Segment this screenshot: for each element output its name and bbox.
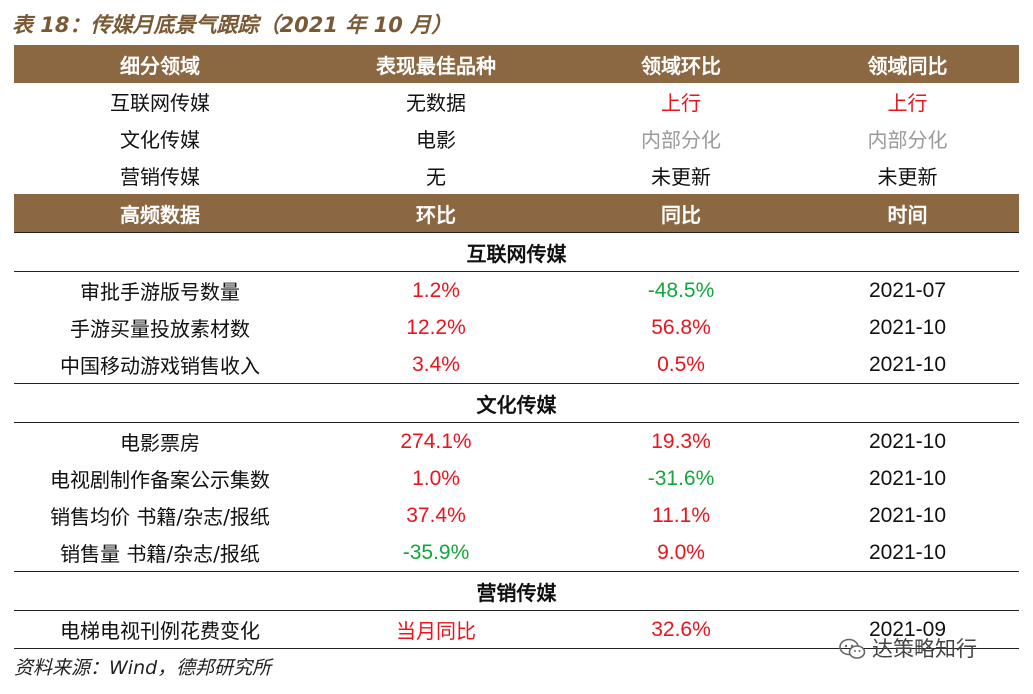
table-row: 电影票房 274.1% 19.3% 2021-10 bbox=[14, 423, 1019, 461]
mom-cell: 内部分化 bbox=[641, 128, 721, 152]
section-row: 营销传媒 bbox=[14, 571, 1019, 611]
mom-cell: 上行 bbox=[661, 91, 701, 115]
time-cell: 2021-10 bbox=[868, 503, 947, 527]
header-row-highfreq: 高频数据 环比 同比 时间 bbox=[14, 194, 1019, 233]
yoy-cell: 19.3% bbox=[651, 429, 711, 453]
field-cell: 互联网传媒 bbox=[110, 91, 210, 115]
yoy-cell: -31.6% bbox=[647, 466, 715, 490]
header-cell: 同比 bbox=[566, 194, 796, 233]
yoy-cell: 56.8% bbox=[651, 315, 711, 339]
section-row: 文化传媒 bbox=[14, 383, 1019, 423]
media-tracking-table: 细分领域 表现最佳品种 领域环比 领域同比 互联网传媒 无数据 上行 上行 文化… bbox=[14, 45, 1019, 649]
table-row: 销售均价 书籍/杂志/报纸 37.4% 11.1% 2021-10 bbox=[14, 497, 1019, 534]
table-row: 文化传媒 电影 内部分化 内部分化 bbox=[14, 120, 1019, 157]
table-row: 销售量 书籍/杂志/报纸 -35.9% 9.0% 2021-10 bbox=[14, 534, 1019, 572]
header-cell: 环比 bbox=[306, 194, 566, 233]
table-title: 表 18：传媒月底景气跟踪（2021 年 10 月） bbox=[12, 13, 453, 37]
mom-cell: 当月同比 bbox=[306, 610, 566, 649]
mom-cell: 未更新 bbox=[651, 165, 711, 189]
best-cell: 无 bbox=[426, 165, 446, 189]
table-row: 手游买量投放素材数 12.2% 56.8% 2021-10 bbox=[14, 309, 1019, 346]
yoy-cell: 0.5% bbox=[657, 352, 705, 376]
yoy-cell: 内部分化 bbox=[867, 128, 948, 152]
mom-cell: -35.9% bbox=[402, 540, 470, 564]
section-row: 互联网传媒 bbox=[14, 232, 1019, 272]
mom-cell: 37.4% bbox=[406, 503, 466, 527]
mom-cell: 1.2% bbox=[412, 278, 460, 302]
section-title: 文化传媒 bbox=[14, 383, 1019, 423]
item-cell: 电视剧制作备案公示集数 bbox=[50, 468, 270, 492]
header-cell: 领域环比 bbox=[566, 45, 796, 83]
item-cell: 电影票房 bbox=[120, 431, 200, 455]
table-row: 电视剧制作备案公示集数 1.0% -31.6% 2021-10 bbox=[14, 460, 1019, 497]
item-cell: 中国移动游戏销售收入 bbox=[60, 354, 260, 378]
table-row: 电梯电视刊例花费变化 当月同比 32.6% 2021-09 bbox=[14, 610, 1019, 649]
mom-cell: 3.4% bbox=[412, 352, 460, 376]
source-note: 资料来源：Wind，德邦研究所 bbox=[14, 657, 272, 679]
field-cell: 营销传媒 bbox=[120, 165, 200, 189]
yoy-cell: 未更新 bbox=[877, 165, 938, 189]
table-row: 审批手游版号数量 1.2% -48.5% 2021-07 bbox=[14, 272, 1019, 310]
header-row-summary: 细分领域 表现最佳品种 领域环比 领域同比 bbox=[14, 45, 1019, 83]
time-cell: 2021-09 bbox=[796, 610, 1019, 649]
item-cell: 销售均价 书籍/杂志/报纸 bbox=[50, 505, 270, 529]
section-title: 营销传媒 bbox=[14, 571, 1019, 611]
section-title: 互联网传媒 bbox=[14, 232, 1019, 272]
header-cell: 高频数据 bbox=[14, 194, 306, 233]
field-cell: 文化传媒 bbox=[120, 128, 200, 152]
item-cell: 电梯电视刊例花费变化 bbox=[14, 610, 306, 649]
yoy-cell: 32.6% bbox=[566, 610, 796, 649]
best-cell: 电影 bbox=[416, 128, 456, 152]
header-cell: 细分领域 bbox=[14, 45, 306, 83]
mom-cell: 274.1% bbox=[400, 429, 472, 453]
best-cell: 无数据 bbox=[406, 91, 466, 115]
table-row: 营销传媒 无 未更新 未更新 bbox=[14, 157, 1019, 194]
watermark: 达策略知行 bbox=[838, 632, 977, 666]
time-cell: 2021-10 bbox=[868, 466, 947, 490]
time-cell: 2021-10 bbox=[868, 315, 947, 339]
time-cell: 2021-10 bbox=[868, 540, 947, 564]
yoy-cell: 上行 bbox=[887, 91, 928, 115]
table-row: 中国移动游戏销售收入 3.4% 0.5% 2021-10 bbox=[14, 346, 1019, 384]
header-cell: 表现最佳品种 bbox=[306, 45, 566, 83]
item-cell: 审批手游版号数量 bbox=[80, 280, 240, 304]
header-cell: 领域同比 bbox=[796, 45, 1019, 83]
table-row: 互联网传媒 无数据 上行 上行 bbox=[14, 83, 1019, 120]
time-cell: 2021-10 bbox=[868, 352, 947, 376]
watermark-text: 达策略知行 bbox=[872, 637, 977, 661]
time-cell: 2021-10 bbox=[868, 429, 947, 453]
item-cell: 手游买量投放素材数 bbox=[70, 317, 250, 341]
time-cell: 2021-07 bbox=[868, 278, 947, 302]
item-cell: 销售量 书籍/杂志/报纸 bbox=[60, 542, 260, 566]
mom-cell: 1.0% bbox=[412, 466, 460, 490]
mom-cell: 12.2% bbox=[406, 315, 466, 339]
yoy-cell: 11.1% bbox=[652, 503, 710, 527]
wechat-icon bbox=[839, 638, 866, 659]
yoy-cell: -48.5% bbox=[647, 278, 715, 302]
yoy-cell: 9.0% bbox=[657, 540, 705, 564]
header-cell: 时间 bbox=[796, 194, 1019, 233]
